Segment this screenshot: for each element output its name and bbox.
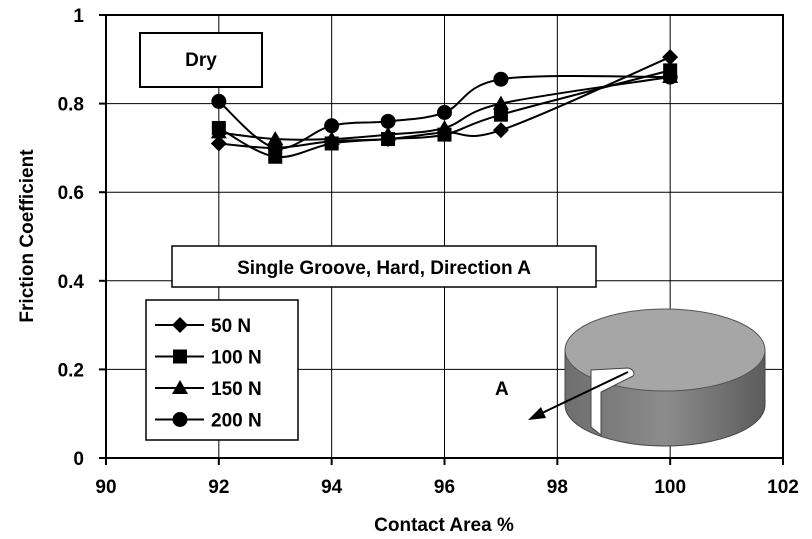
direction-label: A xyxy=(495,379,509,400)
legend-label-200n: 200 N xyxy=(211,411,262,432)
description-box: Single Groove, Hard, Direction A xyxy=(171,245,597,288)
data-point-150n xyxy=(436,119,453,134)
legend-marker-100n xyxy=(173,349,187,364)
y-tick-label: 0.4 xyxy=(58,272,85,293)
legend-marker-200n xyxy=(172,412,188,427)
y-axis: 0 0.2 0.4 0.6 0.8 1 xyxy=(58,6,106,470)
legend-label-50n: 50 N xyxy=(211,316,251,337)
y-tick-label: 0.8 xyxy=(58,95,84,116)
data-point-100n xyxy=(493,107,508,122)
data-point-150n xyxy=(492,95,509,110)
legend-label-150n: 150 N xyxy=(211,379,262,400)
y-axis-title: Friction Coefficient xyxy=(17,149,38,323)
data-point-200n xyxy=(324,118,340,134)
description-label: Single Groove, Hard, Direction A xyxy=(237,258,531,279)
data-point-200n xyxy=(267,140,283,156)
data-point-200n xyxy=(380,113,396,129)
data-point-200n xyxy=(493,71,509,87)
x-tick-label: 96 xyxy=(434,477,455,498)
legend-marker-150n xyxy=(172,380,188,394)
data-point-200n xyxy=(437,104,452,120)
y-tick-label: 1 xyxy=(73,6,84,27)
x-tick-label: 100 xyxy=(654,477,686,498)
direction-arrow xyxy=(539,371,629,415)
condition-label: Dry xyxy=(185,50,217,71)
x-axis-title: Contact Area % xyxy=(374,515,514,536)
x-axis: 90 92 94 96 98 100 102 xyxy=(95,458,799,498)
data-point-150n xyxy=(380,126,397,141)
data-point-150n xyxy=(323,131,340,146)
series-200n xyxy=(211,69,678,156)
data-point-50n xyxy=(210,135,227,152)
y-tick-label: 0.2 xyxy=(58,360,84,381)
series-group xyxy=(210,49,679,164)
x-tick-label: 90 xyxy=(95,477,116,498)
direction-arrow-head xyxy=(528,407,546,420)
data-point-50n xyxy=(662,49,679,66)
data-point-150n xyxy=(210,124,227,139)
y-tick-label: 0 xyxy=(73,449,84,470)
data-point-200n xyxy=(662,69,678,85)
legend-marker-50n xyxy=(172,317,188,333)
data-point-200n xyxy=(211,93,227,109)
x-tick-label: 102 xyxy=(767,477,799,498)
x-tick-label: 94 xyxy=(321,477,343,498)
legend-label-100n: 100 N xyxy=(211,348,262,369)
grooved-disk-illustration: A xyxy=(495,308,766,447)
x-tick-label: 92 xyxy=(208,477,229,498)
x-tick-label: 98 xyxy=(547,477,568,498)
condition-box: Dry xyxy=(139,32,263,88)
data-point-150n xyxy=(267,131,284,146)
legend: 50 N 100 N 150 N 200 N xyxy=(145,299,299,441)
y-tick-label: 0.6 xyxy=(58,183,84,204)
data-point-50n xyxy=(492,122,509,139)
